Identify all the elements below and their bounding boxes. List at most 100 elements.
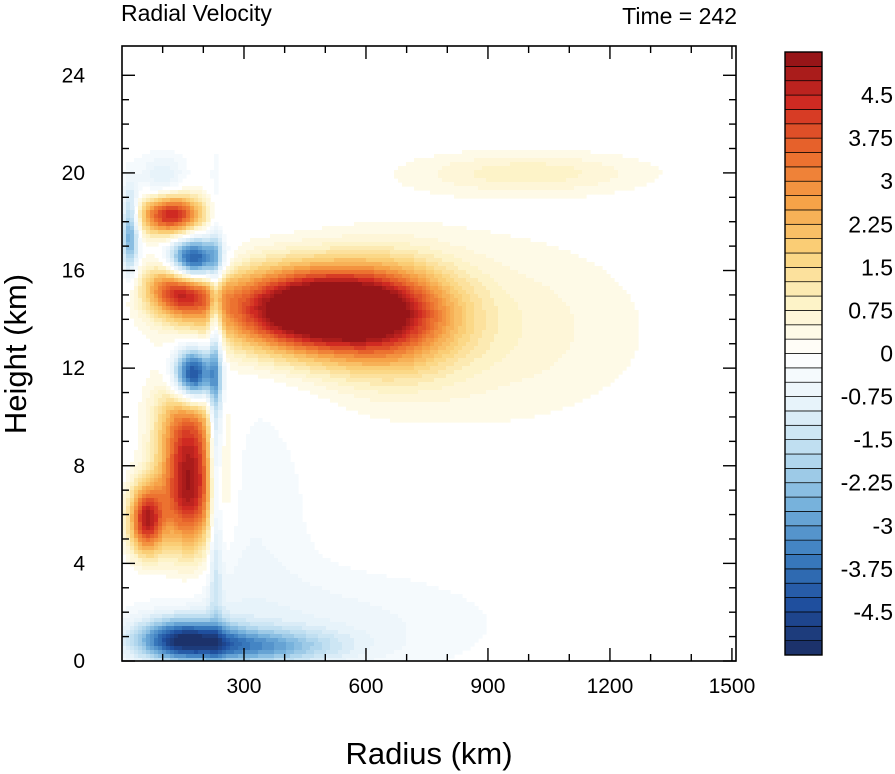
field-cell bbox=[402, 274, 407, 279]
field-cell bbox=[210, 314, 215, 319]
field-cell bbox=[458, 350, 463, 355]
field-cell bbox=[306, 250, 311, 255]
field-cell bbox=[254, 242, 259, 247]
field-cell bbox=[138, 182, 143, 187]
field-cell bbox=[170, 242, 175, 247]
field-cell bbox=[290, 326, 295, 331]
field-cell bbox=[354, 230, 359, 235]
field-cell bbox=[222, 298, 227, 303]
field-cell bbox=[158, 334, 163, 339]
field-cell bbox=[186, 286, 191, 291]
field-cell bbox=[522, 258, 527, 263]
field-cell bbox=[186, 354, 191, 359]
field-cell bbox=[166, 290, 171, 295]
field-cell bbox=[370, 286, 375, 291]
field-cell bbox=[318, 362, 323, 367]
field-cell bbox=[498, 334, 503, 339]
field-cell bbox=[234, 294, 239, 299]
field-cell bbox=[290, 270, 295, 275]
field-cell bbox=[410, 334, 415, 339]
field-cell bbox=[402, 262, 407, 267]
field-cell bbox=[354, 274, 359, 279]
field-cell bbox=[218, 306, 223, 311]
field-cell bbox=[158, 166, 163, 171]
field-cell bbox=[138, 326, 143, 331]
field-cell bbox=[206, 354, 211, 359]
field-cell bbox=[214, 274, 219, 279]
field-cell bbox=[578, 150, 583, 155]
field-cell bbox=[310, 270, 315, 275]
field-cell bbox=[534, 174, 539, 179]
field-cell bbox=[234, 354, 239, 359]
field-cell bbox=[610, 286, 615, 291]
field-cell bbox=[194, 342, 199, 347]
field-cell bbox=[218, 258, 223, 263]
field-cell bbox=[382, 274, 387, 279]
field-cell bbox=[222, 342, 227, 347]
field-cell bbox=[498, 194, 503, 199]
field-cell bbox=[206, 294, 211, 299]
field-cell bbox=[446, 350, 451, 355]
field-cell bbox=[458, 274, 463, 279]
field-cell bbox=[294, 346, 299, 351]
field-cell bbox=[222, 258, 227, 263]
field-cell bbox=[242, 298, 247, 303]
field-cell bbox=[462, 294, 467, 299]
field-cell bbox=[470, 270, 475, 275]
field-cell bbox=[270, 322, 275, 327]
field-cell bbox=[426, 302, 431, 307]
field-cell bbox=[262, 322, 267, 327]
field-cell bbox=[410, 322, 415, 327]
field-cell bbox=[558, 318, 563, 323]
field-cell bbox=[582, 262, 587, 267]
field-cell bbox=[150, 238, 155, 243]
field-cell bbox=[130, 246, 135, 251]
field-cell bbox=[218, 246, 223, 251]
field-cell bbox=[606, 286, 611, 291]
field-cell bbox=[286, 262, 291, 267]
field-cell bbox=[170, 254, 175, 259]
field-cell bbox=[350, 350, 355, 355]
field-cell bbox=[438, 162, 443, 167]
field-cell bbox=[262, 274, 267, 279]
field-cell bbox=[454, 178, 459, 183]
field-cell bbox=[330, 234, 335, 239]
field-cell bbox=[190, 186, 195, 191]
field-cell bbox=[394, 274, 399, 279]
field-cell bbox=[522, 150, 527, 155]
field-cell bbox=[642, 162, 647, 167]
field-cell bbox=[566, 250, 571, 255]
field-cell bbox=[618, 182, 623, 187]
field-cell bbox=[590, 314, 595, 319]
field-cell bbox=[318, 270, 323, 275]
field-cell bbox=[358, 326, 363, 331]
field-cell bbox=[234, 258, 239, 263]
field-cell bbox=[298, 262, 303, 267]
field-cell bbox=[194, 290, 199, 295]
field-cell bbox=[126, 234, 131, 239]
field-cell bbox=[370, 226, 375, 231]
field-cell bbox=[398, 222, 403, 227]
field-cell bbox=[206, 306, 211, 311]
field-cell bbox=[406, 226, 411, 231]
field-cell bbox=[414, 310, 419, 315]
field-cell bbox=[178, 190, 183, 195]
field-cell bbox=[494, 170, 499, 175]
field-cell bbox=[530, 290, 535, 295]
field-cell bbox=[150, 182, 155, 187]
field-cell bbox=[482, 194, 487, 199]
field-cell bbox=[522, 182, 527, 187]
field-cell bbox=[210, 230, 215, 235]
field-cell bbox=[534, 274, 539, 279]
field-cell bbox=[506, 278, 511, 283]
field-cell bbox=[194, 218, 199, 223]
field-cell bbox=[502, 342, 507, 347]
field-cell bbox=[206, 198, 211, 203]
field-cell bbox=[430, 274, 435, 279]
field-cell bbox=[302, 310, 307, 315]
field-cell bbox=[590, 274, 595, 279]
field-cell bbox=[294, 362, 299, 367]
field-cell bbox=[410, 302, 415, 307]
field-cell bbox=[554, 346, 559, 351]
field-cell bbox=[566, 334, 571, 339]
